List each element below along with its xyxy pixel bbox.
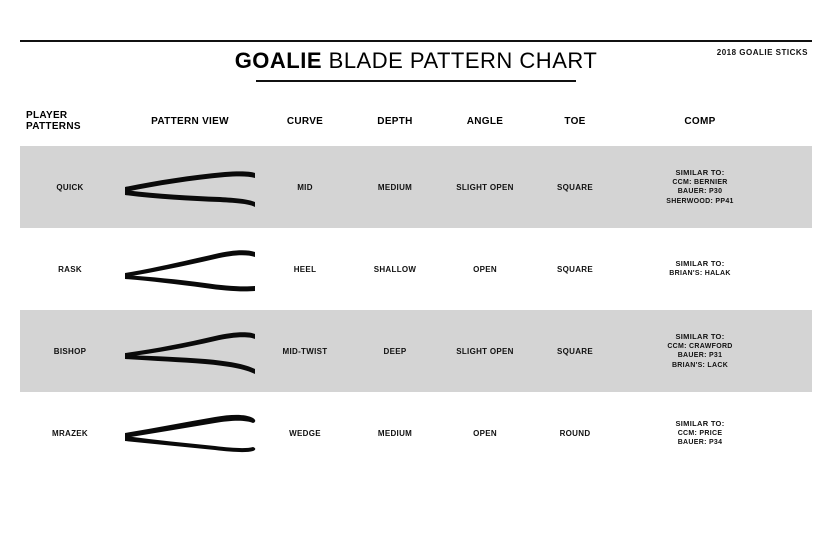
title-underline (256, 80, 576, 82)
cell-curve: HEEL (260, 265, 350, 274)
comp-line: BAUER: P30 (620, 187, 780, 196)
cell-pattern-view (120, 403, 260, 463)
cell-pattern-view (120, 157, 260, 217)
cell-comp: SIMILAR TO:BRIAN'S: HALAK (620, 259, 780, 279)
page-header-tag: 2018 GOALIE STICKS (717, 48, 808, 57)
cell-depth: DEEP (350, 347, 440, 356)
table-row: QUICK MIDMEDIUMSLIGHT OPENSQUARESIMILAR T… (20, 146, 812, 228)
cell-comp: SIMILAR TO:CCM: BERNIERBAUER: P30SHERWOO… (620, 168, 780, 206)
cell-pattern-view (120, 321, 260, 381)
comp-line: BRIAN'S: LACK (620, 361, 780, 370)
cell-pattern-view (120, 239, 260, 299)
col-pattern-view: PATTERN VIEW (120, 116, 260, 127)
cell-angle: SLIGHT OPEN (440, 347, 530, 356)
table-row: MRAZEK WEDGEMEDIUMOPENROUNDSIMILAR TO:CCM… (20, 392, 812, 474)
cell-player: RASK (20, 265, 120, 274)
blade-icon (120, 239, 260, 299)
cell-depth: MEDIUM (350, 183, 440, 192)
col-player-patterns: PLAYER PATTERNS (20, 110, 120, 132)
comp-lead: SIMILAR TO: (620, 168, 780, 178)
comp-line: SHERWOOD: PP41 (620, 197, 780, 206)
cell-curve: MID (260, 183, 350, 192)
comp-line: CCM: PRICE (620, 429, 780, 438)
cell-player: BISHOP (20, 347, 120, 356)
comp-line: CCM: BERNIER (620, 178, 780, 187)
blade-icon (120, 157, 260, 217)
comp-lead: SIMILAR TO: (620, 332, 780, 342)
table-body: QUICKMIDMEDIUMSLIGHT OPENSQUARESIMILAR T… (20, 146, 812, 474)
cell-angle: OPEN (440, 429, 530, 438)
cell-curve: MID-TWIST (260, 347, 350, 356)
comp-line: CCM: CRAWFORD (620, 342, 780, 351)
cell-toe: ROUND (530, 429, 620, 438)
comp-line: BAUER: P34 (620, 438, 780, 447)
cell-depth: SHALLOW (350, 265, 440, 274)
cell-curve: WEDGE (260, 429, 350, 438)
col-angle: ANGLE (440, 116, 530, 127)
col-depth: DEPTH (350, 116, 440, 127)
cell-toe: SQUARE (530, 265, 620, 274)
chart-title: GOALIE BLADE PATTERN CHART (20, 48, 812, 74)
table-row: RASK HEELSHALLOWOPENSQUARESIMILAR TO:BRIA… (20, 228, 812, 310)
cell-angle: OPEN (440, 265, 530, 274)
col-toe: TOE (530, 116, 620, 127)
blade-icon (120, 321, 260, 381)
col-curve: CURVE (260, 116, 350, 127)
title-rest: BLADE PATTERN CHART (322, 48, 597, 73)
table-row: BISHOP MID-TWISTDEEPSLIGHT OPENSQUARESIMI… (20, 310, 812, 392)
blade-icon (120, 403, 260, 463)
cell-toe: SQUARE (530, 347, 620, 356)
comp-line: BRIAN'S: HALAK (620, 269, 780, 278)
cell-player: MRAZEK (20, 429, 120, 438)
col-comp: COMP (620, 116, 780, 127)
comp-line: BAUER: P31 (620, 351, 780, 360)
comp-lead: SIMILAR TO: (620, 259, 780, 269)
cell-comp: SIMILAR TO:CCM: CRAWFORDBAUER: P31BRIAN'… (620, 332, 780, 370)
cell-comp: SIMILAR TO:CCM: PRICEBAUER: P34 (620, 419, 780, 448)
cell-toe: SQUARE (530, 183, 620, 192)
cell-player: QUICK (20, 183, 120, 192)
title-bold: GOALIE (235, 48, 322, 73)
column-headers: PLAYER PATTERNS PATTERN VIEW CURVE DEPTH… (20, 100, 812, 146)
cell-angle: SLIGHT OPEN (440, 183, 530, 192)
top-rule (20, 40, 812, 42)
comp-lead: SIMILAR TO: (620, 419, 780, 429)
cell-depth: MEDIUM (350, 429, 440, 438)
